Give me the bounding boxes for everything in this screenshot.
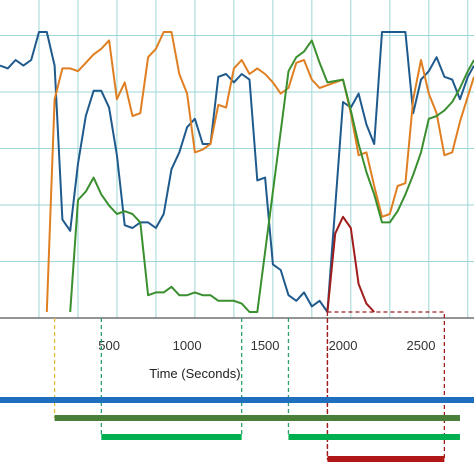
- series-lines: [0, 31, 474, 313]
- x-tick-label: 1000: [173, 338, 202, 353]
- highlight-box: [326, 311, 446, 460]
- x-tick-label: 2000: [329, 338, 358, 353]
- x-tick-label: 2500: [407, 338, 436, 353]
- range-bars: [0, 397, 474, 462]
- x-tick-label: 500: [98, 338, 120, 353]
- series-line-3: [69, 39, 474, 313]
- grid: [0, 0, 474, 318]
- series-line-4: [326, 215, 375, 313]
- series-line-2: [45, 31, 474, 313]
- series-line-1: [0, 31, 474, 313]
- x-axis-ticks: 500 1000 1500 2000 2500: [98, 338, 435, 353]
- x-axis-label: Time (Seconds): [149, 366, 240, 381]
- x-tick-label: 1500: [251, 338, 280, 353]
